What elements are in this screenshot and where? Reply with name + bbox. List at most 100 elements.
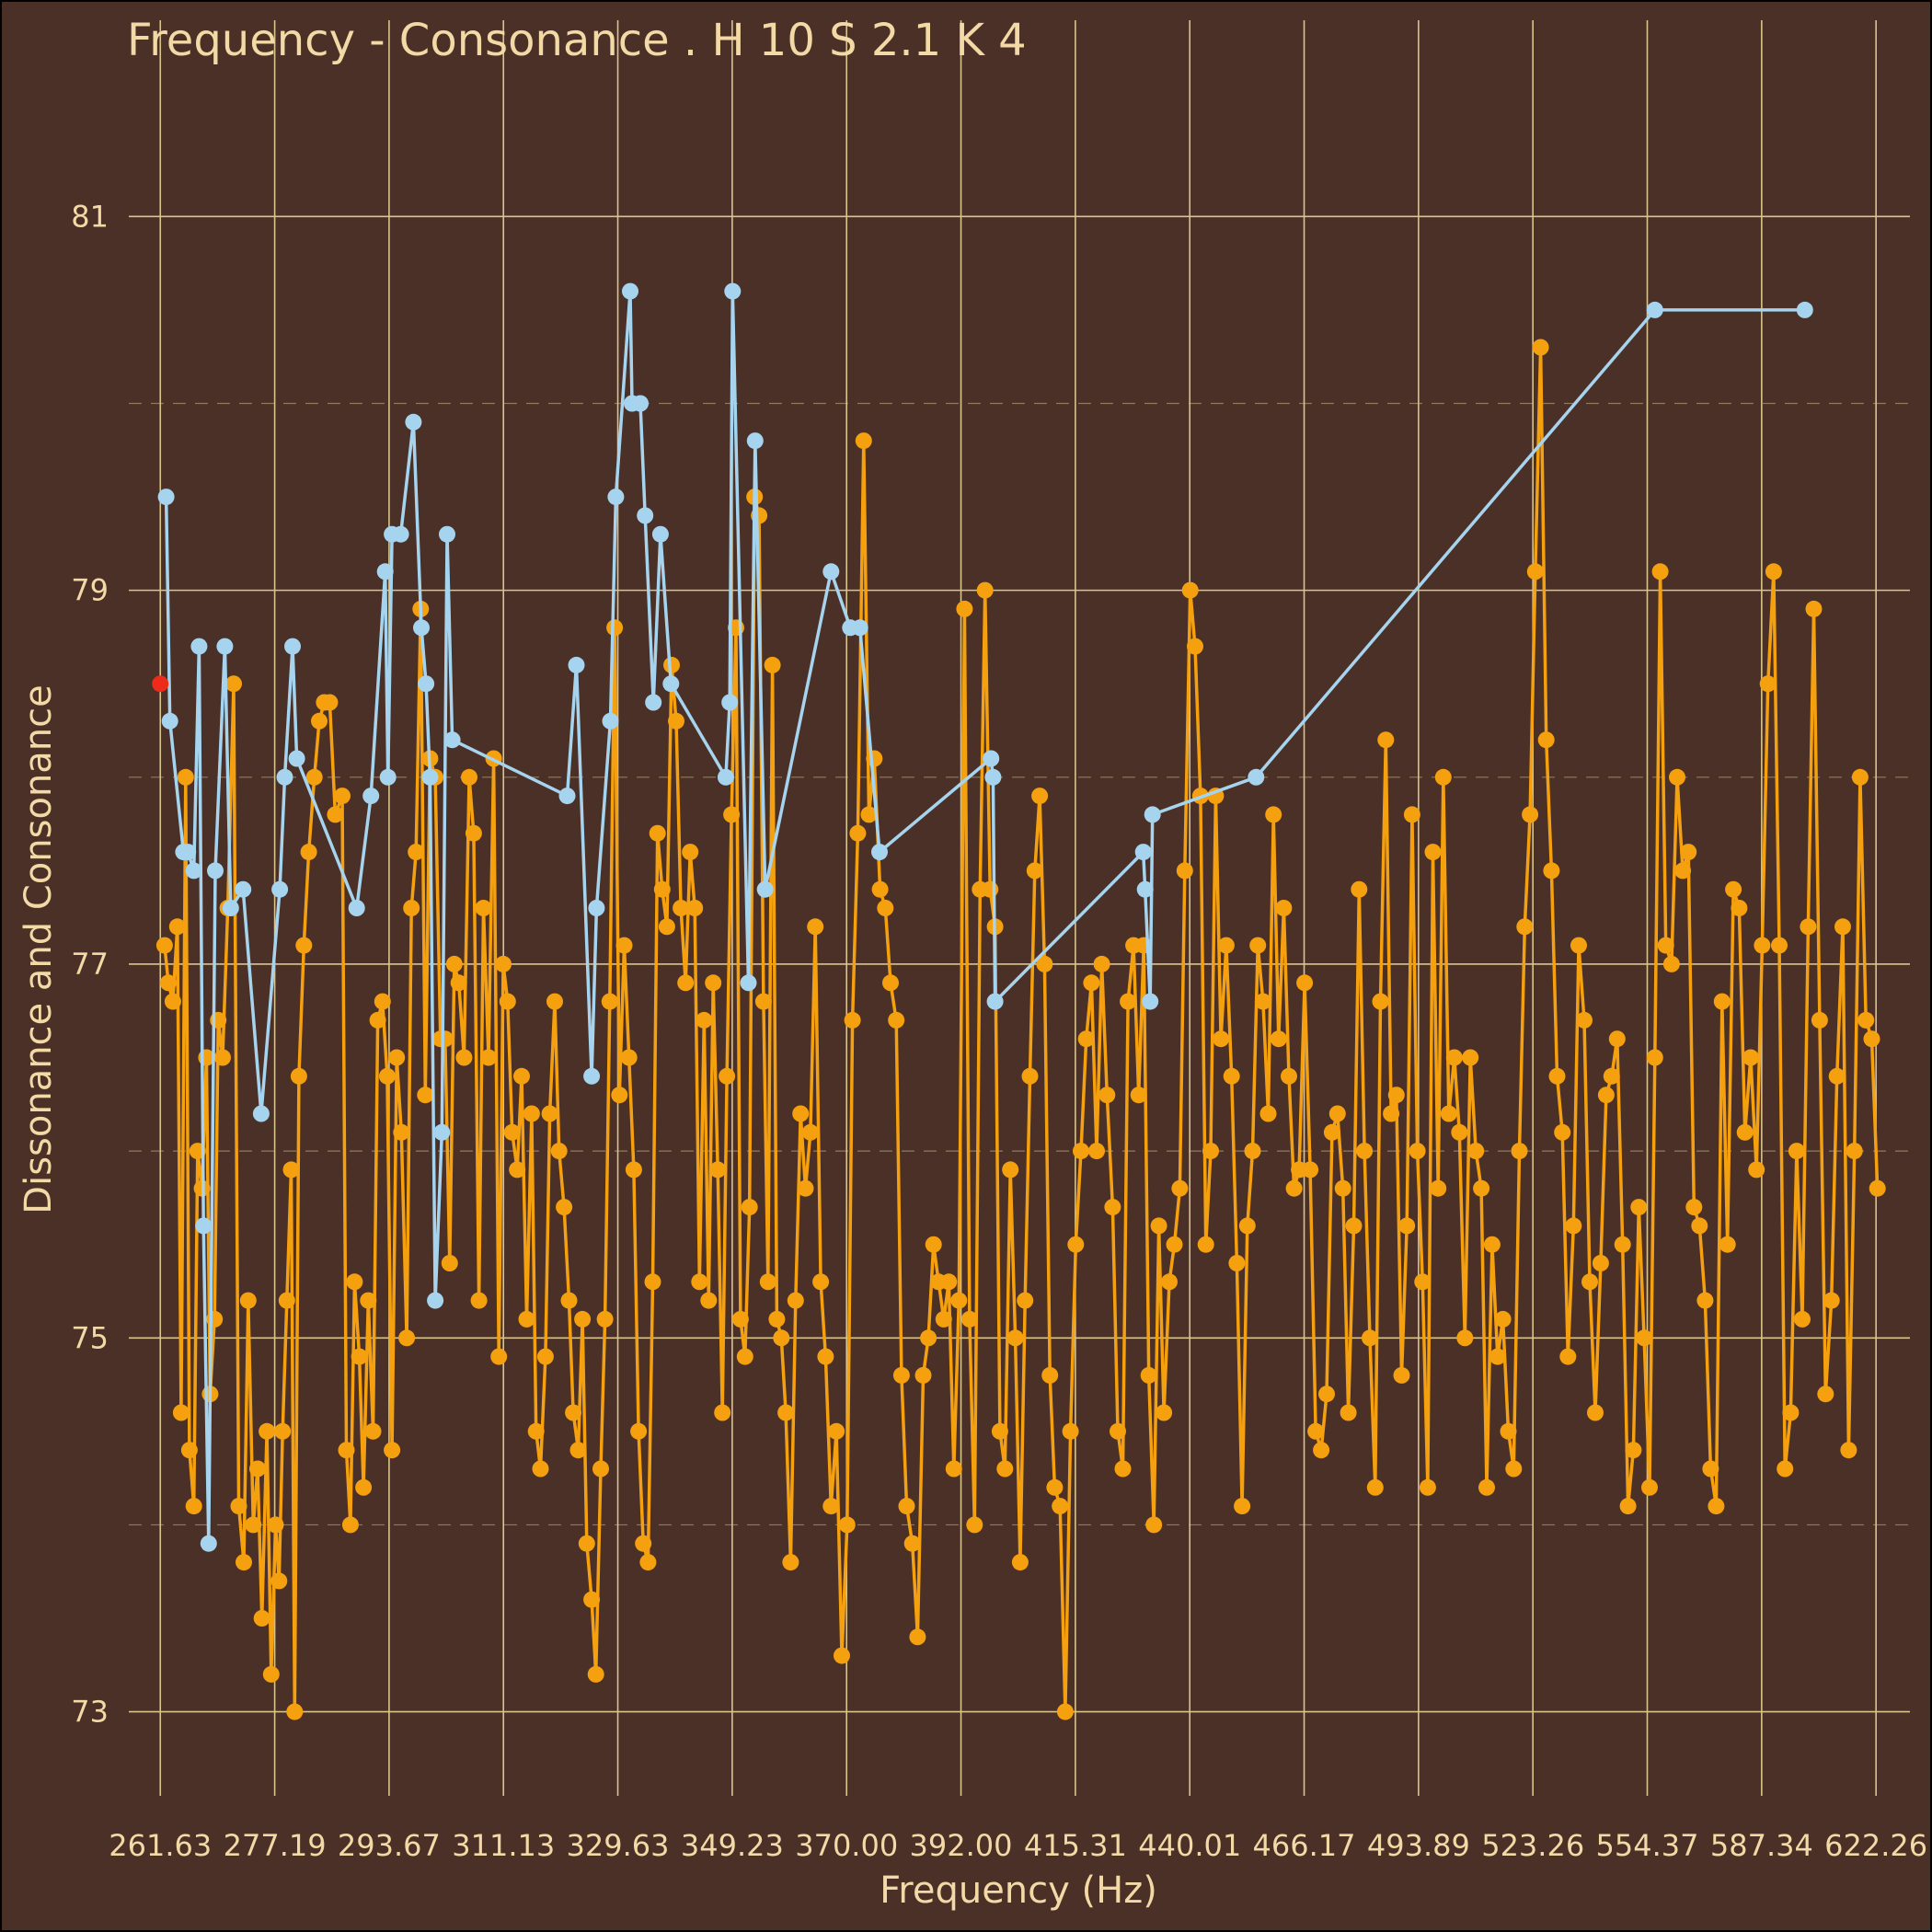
dissonance-point	[1197, 1236, 1214, 1253]
consonance-point	[662, 675, 680, 693]
dissonance-point	[1863, 1030, 1880, 1048]
dissonance-point	[1473, 1179, 1490, 1197]
dissonance-point	[1725, 880, 1742, 898]
dissonance-point	[1156, 1404, 1173, 1421]
dissonance-point	[384, 1442, 401, 1459]
consonance-point	[276, 768, 293, 786]
dissonance-point	[455, 1049, 473, 1066]
dissonance-point	[282, 1161, 300, 1179]
consonance-point	[568, 656, 585, 673]
dissonance-point	[1685, 1199, 1703, 1216]
dissonance-point	[1754, 937, 1771, 954]
dissonance-point	[1742, 1049, 1759, 1066]
x-axis-tick-labels: 261.63 277.19 293.67 311.13 329.63 349.23 370.…	[109, 1828, 1927, 1863]
consonance-point	[376, 563, 394, 581]
consonance-point	[1142, 993, 1159, 1010]
dissonance-point	[691, 1273, 708, 1291]
dissonance-point	[1516, 918, 1534, 936]
dissonance-point	[1140, 1366, 1157, 1384]
dissonance-point	[1067, 1236, 1085, 1253]
dissonance-point	[1046, 1478, 1064, 1496]
dissonance-point	[490, 1348, 508, 1365]
dissonance-point	[532, 1460, 549, 1478]
dissonance-point	[601, 993, 618, 1010]
dissonance-point	[741, 1199, 758, 1216]
dissonance-point	[828, 1422, 845, 1440]
consonance-point	[427, 1292, 444, 1309]
consonance-point	[1248, 768, 1265, 786]
x-tick-label: 622.26	[1824, 1828, 1927, 1863]
dissonance-point	[239, 1292, 257, 1309]
dissonance-point	[1073, 1143, 1089, 1160]
dissonance-point	[1031, 788, 1049, 805]
dissonance-point	[1419, 1478, 1436, 1496]
dissonance-point	[677, 974, 695, 992]
dissonance-series	[155, 339, 1886, 1720]
dissonance-point	[1592, 1255, 1609, 1271]
dissonance-point	[1811, 1011, 1828, 1029]
dissonance-point	[966, 1516, 983, 1534]
x-tick-label: 392.00	[910, 1828, 1013, 1863]
dissonance-point	[797, 1179, 814, 1197]
dissonance-point	[1662, 955, 1680, 972]
highlight-point	[152, 675, 169, 693]
dissonance-point	[1537, 731, 1555, 749]
dissonance-point	[1217, 937, 1235, 954]
dissonance-point	[1026, 862, 1043, 880]
dissonance-point	[1130, 1087, 1147, 1104]
x-tick-label: 554.37	[1596, 1828, 1699, 1863]
dissonance-point	[286, 1703, 304, 1720]
dissonance-point	[445, 955, 463, 972]
dissonance-point	[1669, 768, 1685, 786]
dissonance-point	[1213, 1030, 1230, 1048]
dissonance-point	[1445, 1049, 1463, 1066]
dissonance-point	[1748, 1161, 1765, 1179]
dissonance-point	[295, 937, 313, 954]
dissonance-point	[546, 993, 563, 1010]
y-tick-label: 77	[71, 947, 109, 982]
dissonance-point	[764, 656, 781, 673]
dissonance-point	[991, 1422, 1008, 1440]
dissonance-point	[1362, 1329, 1378, 1347]
dissonance-point	[155, 937, 173, 954]
dissonance-point	[1708, 1498, 1725, 1515]
dissonance-point	[1608, 1030, 1626, 1048]
dissonance-point	[470, 1292, 488, 1309]
dissonance-point	[1093, 955, 1110, 972]
dissonance-point	[523, 1105, 540, 1122]
dissonance-point	[1062, 1422, 1079, 1440]
dissonance-point	[1794, 1310, 1811, 1328]
dissonance-point	[475, 900, 492, 916]
dissonance-point	[1869, 1179, 1886, 1197]
consonance-point	[746, 432, 764, 450]
consonance-point	[651, 525, 669, 543]
dissonance-point	[1202, 1143, 1219, 1160]
consonance-point	[348, 900, 365, 916]
dissonance-point	[1800, 918, 1817, 936]
dissonance-point	[417, 1087, 434, 1104]
dissonance-point	[686, 900, 704, 916]
consonance-point	[822, 563, 840, 581]
dissonance-point	[1228, 1255, 1246, 1271]
dissonance-point	[1581, 1273, 1598, 1291]
dissonance-point	[844, 1011, 861, 1029]
chart-title: Frequency - Consonance . H 10 S 2.1 K 4	[127, 15, 1027, 66]
dissonance-point	[374, 993, 391, 1010]
dissonance-point	[503, 1123, 521, 1141]
dissonance-point	[249, 1460, 266, 1478]
dissonance-point	[351, 1348, 368, 1365]
consonance-point	[724, 282, 742, 300]
consonance-point	[405, 413, 422, 431]
dissonance-point	[225, 675, 242, 693]
dissonance-point	[341, 1516, 359, 1534]
dissonance-point	[787, 1292, 804, 1309]
dissonance-point	[754, 993, 772, 1010]
consonance-point	[632, 395, 649, 412]
dissonance-point	[909, 1628, 926, 1646]
consonance-point	[558, 788, 576, 805]
dissonance-point	[270, 1572, 288, 1590]
dissonance-point	[700, 1292, 718, 1309]
dissonance-point	[1570, 937, 1587, 954]
dissonance-point	[364, 1422, 382, 1440]
dissonance-point	[801, 1123, 819, 1141]
